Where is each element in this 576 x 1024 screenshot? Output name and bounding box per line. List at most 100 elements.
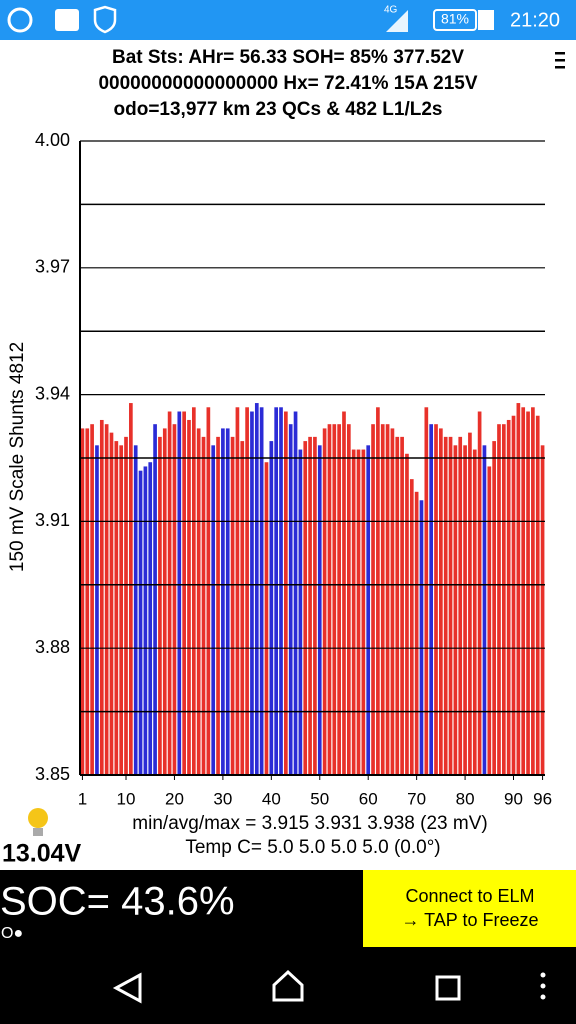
bar xyxy=(351,449,356,775)
bar xyxy=(317,445,322,775)
bar xyxy=(279,407,283,775)
x-tick-label: 30 xyxy=(213,789,232,808)
bar xyxy=(439,428,443,775)
bar xyxy=(129,403,133,775)
bar xyxy=(429,424,434,775)
bar xyxy=(167,411,172,775)
bar xyxy=(284,411,288,775)
x-tick-label: 40 xyxy=(262,789,281,808)
bar xyxy=(119,445,124,775)
bar xyxy=(337,424,341,775)
y-axis-label: 150 mV Scale Shunts 4812 xyxy=(7,342,28,572)
connect-button[interactable]: Connect to ELM → TAP to Freeze xyxy=(363,870,576,947)
bar xyxy=(288,424,293,775)
bar xyxy=(187,419,191,775)
bar xyxy=(346,424,351,775)
back-button[interactable] xyxy=(112,972,142,1004)
bar xyxy=(298,449,303,775)
bar xyxy=(472,449,477,775)
bar xyxy=(259,407,264,775)
menu-icon[interactable] xyxy=(555,52,565,69)
network-label: 4G xyxy=(384,5,398,16)
bar xyxy=(385,424,390,775)
x-tick-label: 96 xyxy=(533,789,552,808)
y-tick-label: 4.00 xyxy=(35,130,70,150)
y-tick-label: 3.94 xyxy=(35,383,70,403)
bar xyxy=(114,441,119,775)
bar xyxy=(95,445,99,775)
header-line: Bat Sts: AHr= 56.33 SOH= 85% 377.52V xyxy=(112,47,464,68)
aux-voltage: 13.04V xyxy=(2,840,82,868)
bar xyxy=(332,424,337,775)
bar xyxy=(395,436,400,775)
bar xyxy=(487,466,492,775)
bar xyxy=(443,436,448,775)
bar xyxy=(153,424,157,775)
home-button[interactable] xyxy=(272,969,304,1002)
bar xyxy=(308,436,312,775)
x-tick-label: 50 xyxy=(310,789,329,808)
overflow-button[interactable] xyxy=(540,972,546,1000)
bar xyxy=(506,419,511,775)
bar xyxy=(148,462,153,775)
x-tick-label: 10 xyxy=(117,789,136,808)
button-line[interactable]: Connect to ELM xyxy=(405,886,534,906)
bar xyxy=(158,436,162,775)
bar xyxy=(143,466,148,775)
bar xyxy=(531,407,535,775)
bar xyxy=(526,411,530,775)
bar xyxy=(468,432,472,775)
battery-level: 81% xyxy=(441,11,469,27)
bar xyxy=(342,411,346,775)
bar xyxy=(482,445,487,775)
y-tick-label: 3.97 xyxy=(35,257,70,277)
bar xyxy=(133,445,138,775)
bar xyxy=(177,411,182,775)
bar xyxy=(104,424,109,775)
bar xyxy=(409,479,414,775)
bar xyxy=(264,462,269,775)
bar xyxy=(535,415,540,775)
x-tick-label: 90 xyxy=(504,789,523,808)
bar xyxy=(419,500,424,775)
bar xyxy=(453,445,458,775)
bar xyxy=(501,424,506,775)
bar xyxy=(521,407,526,775)
bar xyxy=(216,436,220,775)
bar xyxy=(366,445,371,775)
bar xyxy=(221,428,225,775)
bar xyxy=(172,424,177,775)
bar xyxy=(235,407,240,775)
charge-icon xyxy=(478,10,494,30)
bar xyxy=(458,436,463,775)
bar xyxy=(211,445,216,775)
x-tick-label: 70 xyxy=(407,789,426,808)
bar xyxy=(191,407,196,775)
battery-icon xyxy=(433,9,477,31)
bar xyxy=(327,424,332,775)
bar xyxy=(230,436,235,775)
bar xyxy=(250,411,254,775)
header-line: 00000000000000000 Hx= 72.41% 15A 215V xyxy=(98,73,477,94)
bar xyxy=(434,424,438,775)
bar xyxy=(400,436,404,775)
bar xyxy=(516,403,521,775)
bar xyxy=(80,428,85,775)
button-line[interactable]: → TAP to Freeze xyxy=(401,910,538,930)
recents-button[interactable] xyxy=(435,975,461,1001)
button-bg xyxy=(363,870,576,947)
y-tick-label: 3.88 xyxy=(35,637,70,657)
bar xyxy=(477,411,482,775)
bar xyxy=(414,491,419,775)
bar xyxy=(511,415,516,775)
bar xyxy=(448,436,453,775)
bar xyxy=(99,419,104,775)
bar xyxy=(313,436,317,775)
y-tick-label: 3.91 xyxy=(35,510,70,530)
bar xyxy=(376,407,380,775)
bulb-icon xyxy=(28,808,48,836)
bar xyxy=(182,411,186,775)
bar xyxy=(90,424,94,775)
bar xyxy=(274,407,279,775)
x-tick-label: 1 xyxy=(78,789,87,808)
